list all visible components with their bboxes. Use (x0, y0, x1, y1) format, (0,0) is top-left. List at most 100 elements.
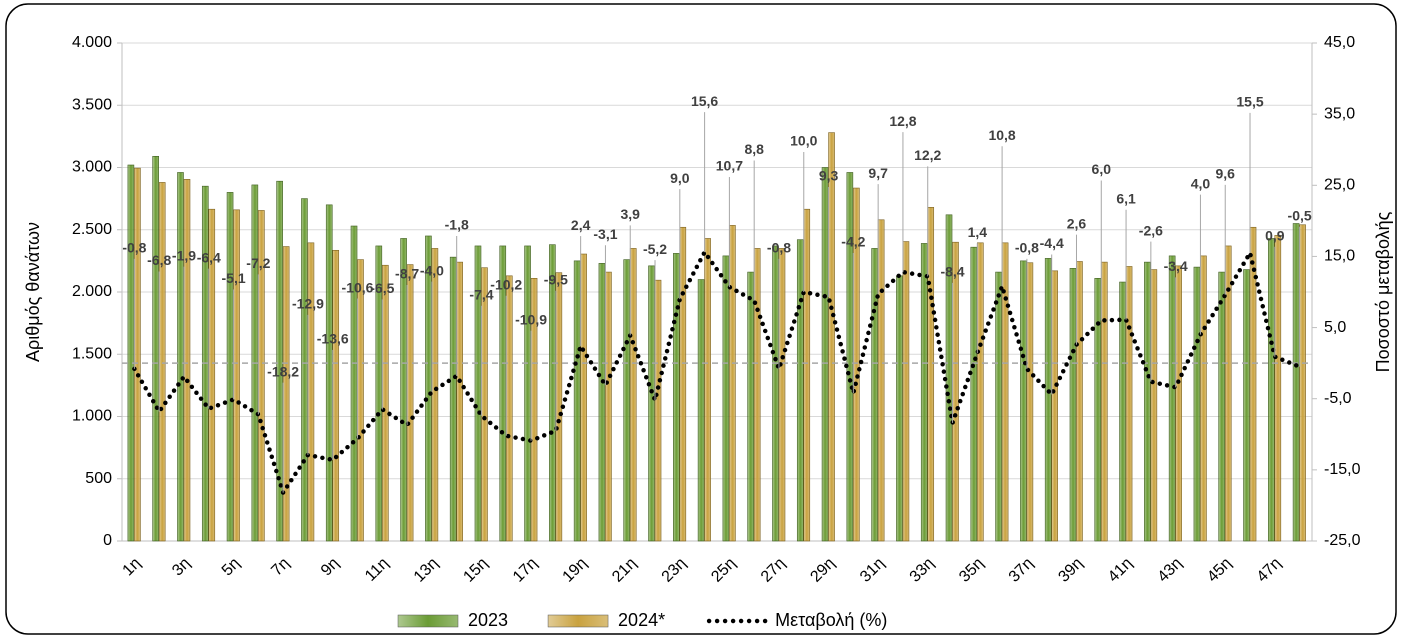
value-label: -4,0 (420, 262, 444, 278)
bar (1125, 266, 1133, 542)
value-label: 8,8 (744, 141, 764, 157)
y2-axis-title: Ποσοστό μεταβολής (1373, 211, 1393, 372)
bar (1069, 268, 1077, 542)
value-label: 10,7 (716, 158, 743, 174)
bar (431, 248, 439, 542)
value-label: 6,1 (1116, 190, 1136, 206)
bar (796, 239, 804, 542)
value-label: -7,2 (246, 255, 270, 271)
value-label: 9,3 (819, 168, 839, 184)
value-label: 9,0 (670, 170, 690, 186)
bar (598, 263, 606, 542)
bar (846, 172, 854, 542)
bar (778, 248, 786, 542)
bar (301, 198, 308, 542)
bar (1168, 255, 1176, 542)
y-tick-label: 3.000 (72, 159, 112, 176)
bar (729, 225, 736, 542)
bar (350, 225, 358, 542)
value-label: 2,4 (571, 217, 591, 233)
legend-label: 2023 (468, 610, 508, 630)
value-label: 10,8 (988, 127, 1015, 143)
bar (902, 241, 910, 542)
y-axis-title: Αριθμός θανάτων (23, 222, 43, 362)
value-label: -10,2 (490, 276, 522, 292)
y2-tick-label: 35,0 (1324, 105, 1355, 122)
y-tick-label: 3.500 (72, 96, 112, 113)
value-label: -4,4 (1040, 235, 1064, 251)
bar (1224, 245, 1232, 542)
value-label: -1,9 (172, 247, 196, 263)
bar (524, 245, 531, 542)
value-label: -5,1 (222, 270, 246, 286)
value-label: -6,5 (370, 280, 394, 296)
bar (183, 179, 191, 542)
value-label: -10,6 (342, 279, 374, 295)
bar (803, 208, 811, 542)
bar (920, 243, 928, 542)
bar (1150, 269, 1158, 542)
bar (952, 241, 959, 542)
bar (704, 238, 711, 542)
bar (1175, 265, 1182, 542)
y2-tick-label: 5,0 (1324, 319, 1346, 336)
bar (177, 172, 184, 542)
bar (1026, 262, 1034, 542)
bar (970, 246, 978, 542)
bar (158, 182, 166, 542)
value-label: 12,8 (889, 113, 916, 129)
legend-swatch (547, 614, 609, 628)
legend-label: 2024* (618, 610, 665, 630)
bar (871, 248, 878, 542)
value-label: 15,6 (691, 93, 718, 109)
legend-swatch (397, 614, 459, 628)
value-label: -1,8 (445, 217, 469, 233)
bar (400, 238, 407, 542)
bar (722, 255, 730, 542)
bar (927, 207, 935, 542)
bar (152, 155, 159, 542)
bar (772, 245, 779, 542)
bar (276, 180, 283, 542)
bar (648, 265, 655, 542)
bar (573, 260, 581, 542)
bar (1051, 270, 1058, 542)
bar (1193, 266, 1201, 542)
bar (623, 259, 631, 542)
value-label: -8,4 (940, 264, 964, 280)
bar (449, 256, 457, 542)
bar (505, 275, 513, 542)
bar (325, 204, 333, 542)
bar (821, 167, 829, 542)
bar (753, 248, 761, 542)
bar (134, 167, 141, 542)
bar (629, 248, 637, 542)
bar (877, 219, 885, 542)
y-tick-label: 0 (103, 532, 112, 549)
bar (1299, 224, 1306, 542)
y2-tick-label: 45,0 (1324, 34, 1355, 51)
y-tick-label: 2.000 (72, 283, 112, 300)
bar (1218, 271, 1226, 542)
y2-tick-label: -25,0 (1324, 532, 1361, 549)
value-label: 1,4 (968, 224, 988, 240)
bar (828, 132, 835, 542)
bar (1076, 261, 1083, 542)
bar (1249, 226, 1257, 542)
y-tick-label: 1.500 (72, 345, 112, 362)
value-label: -12,9 (292, 296, 324, 312)
legend-label: Μεταβολή (%) (775, 610, 887, 630)
bar (580, 253, 587, 542)
value-label: 6,0 (1092, 161, 1112, 177)
value-label: -6,8 (147, 252, 171, 268)
value-label: -4,2 (841, 234, 865, 250)
change-line (132, 246, 1302, 498)
bar (995, 271, 1002, 542)
bar (697, 279, 705, 542)
value-label: -3,4 (1164, 258, 1188, 274)
bar (549, 244, 556, 542)
y2-tick-label: 15,0 (1324, 248, 1355, 265)
bar (226, 192, 234, 542)
